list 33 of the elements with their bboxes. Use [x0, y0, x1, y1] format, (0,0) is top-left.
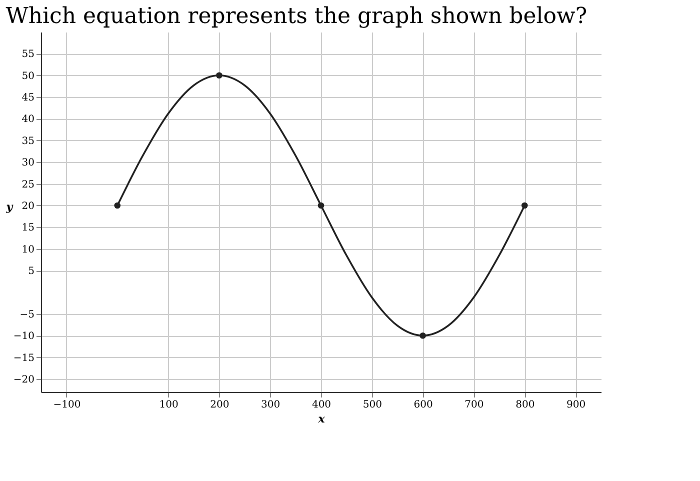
- point: [420, 332, 426, 339]
- y-axis-title: y: [5, 200, 14, 214]
- y-tick-label: −10: [13, 331, 34, 342]
- y-tick-label: 55: [22, 49, 34, 60]
- y-tick-label: −15: [13, 352, 34, 364]
- x-tick-label: 500: [362, 400, 382, 410]
- x-tick-label: 700: [464, 400, 484, 410]
- y-tick-label: 5: [28, 266, 34, 278]
- x-tick-label: −100: [53, 400, 81, 410]
- x-tick-label: 400: [312, 400, 332, 410]
- x-tick-label: 100: [159, 400, 178, 410]
- y-tick-label: 20: [22, 200, 34, 212]
- point: [318, 202, 324, 209]
- x-tick-label: 200: [210, 400, 230, 410]
- x-tick-label: 800: [516, 400, 535, 410]
- y-tick-label: 50: [22, 70, 34, 82]
- y-tick-label: 10: [22, 244, 34, 256]
- point: [114, 202, 121, 209]
- chart-title: Which equation represents the graph shown below?: [6, 4, 588, 29]
- y-tick-label: 40: [22, 114, 34, 126]
- point: [216, 72, 222, 79]
- y-tick-label: 15: [22, 222, 34, 234]
- x-axis-title: x: [317, 412, 326, 426]
- x-tick-label: 900: [566, 400, 586, 410]
- y-tick-label: 25: [22, 179, 34, 190]
- x-tick-label: 600: [414, 400, 433, 410]
- y-tick-label: 35: [22, 136, 34, 147]
- y-tick-label: 45: [22, 92, 34, 104]
- x-tick-label: 300: [261, 400, 280, 410]
- y-tick-label: 30: [22, 158, 34, 169]
- y-tick-label: −5: [20, 309, 34, 320]
- y-tick-label: −20: [13, 374, 34, 386]
- point: [521, 202, 528, 209]
